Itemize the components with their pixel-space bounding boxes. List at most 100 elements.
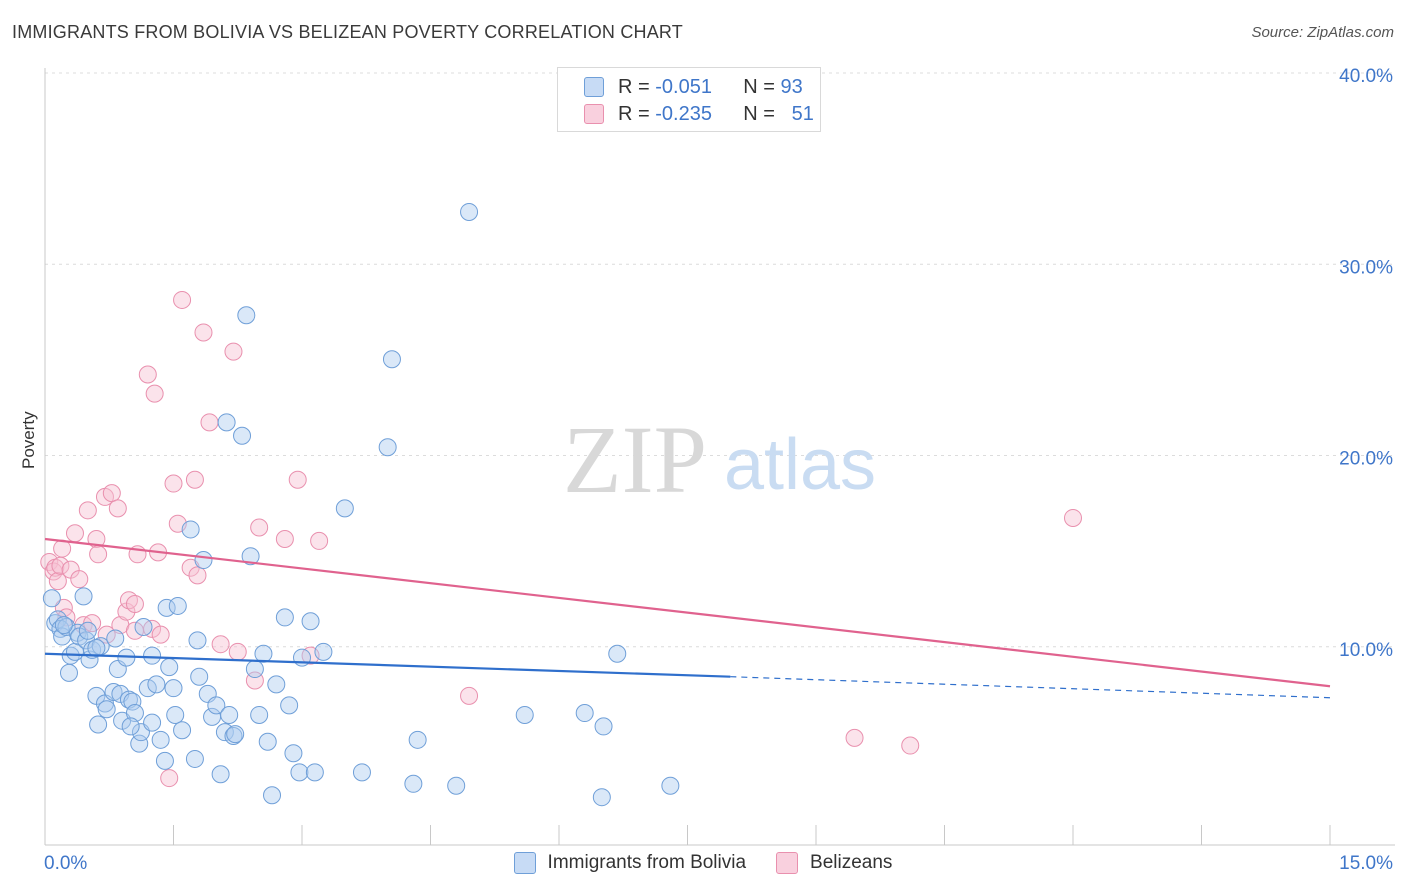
data-point-bolivia — [290, 763, 309, 782]
data-point-belizeans — [288, 470, 307, 489]
data-point-bolivia — [575, 704, 594, 723]
data-point-bolivia — [42, 589, 61, 608]
data-point-bolivia — [211, 765, 230, 784]
legend-n-label: N = — [743, 102, 775, 125]
data-point-belizeans — [138, 365, 157, 384]
data-point-bolivia — [106, 629, 125, 648]
data-point-bolivia — [245, 660, 264, 679]
data-point-belizeans — [224, 342, 243, 361]
stats-legend: R = -0.051 N = 93 R = -0.235 N = 51 — [557, 67, 821, 132]
data-point-belizeans — [901, 736, 920, 755]
data-point-bolivia — [173, 721, 192, 740]
legend-r-value: -0.235 — [655, 102, 712, 125]
data-point-belizeans — [845, 728, 864, 747]
data-point-bolivia — [250, 705, 269, 724]
data-point-bolivia — [220, 705, 239, 724]
data-point-bolivia — [185, 749, 204, 768]
data-point-bolivia — [190, 667, 209, 686]
legend-label: Belizeans — [810, 852, 893, 873]
y-axis-label: Poverty — [19, 411, 38, 469]
legend-swatch-blue — [513, 852, 536, 874]
data-point-bolivia — [594, 717, 613, 736]
legend-row-belizeans: R = -0.235 N = 51 — [584, 101, 814, 127]
data-point-belizeans — [89, 545, 108, 564]
data-point-belizeans — [188, 566, 207, 585]
data-point-bolivia — [166, 705, 185, 724]
legend-row-bolivia: R = -0.051 N = 93 — [584, 74, 803, 100]
data-point-bolivia — [74, 587, 93, 606]
watermark-atlas: atlas — [724, 425, 876, 505]
data-point-belizeans — [70, 570, 89, 589]
data-point-bolivia — [335, 499, 354, 518]
data-point-bolivia — [59, 663, 78, 682]
data-point-bolivia — [404, 774, 423, 793]
data-point-belizeans — [145, 384, 164, 403]
data-point-belizeans — [185, 470, 204, 489]
data-point-bolivia — [254, 644, 273, 663]
data-point-bolivia — [592, 788, 611, 807]
data-point-bolivia — [147, 675, 166, 694]
data-point-bolivia — [181, 520, 200, 539]
data-point-bolivia — [54, 616, 73, 635]
data-point-bolivia — [207, 696, 226, 715]
data-point-belizeans — [460, 686, 479, 705]
axes — [44, 68, 1395, 846]
data-point-bolivia — [217, 413, 236, 432]
data-point-belizeans — [97, 625, 116, 644]
data-point-bolivia — [382, 350, 401, 369]
data-point-belizeans — [250, 518, 269, 537]
data-point-belizeans — [108, 499, 127, 518]
legend-n-value: 51 — [791, 102, 814, 125]
watermark-zip: ZIP — [563, 406, 707, 513]
data-point-belizeans — [173, 290, 192, 309]
chart-title: IMMIGRANTS FROM BOLIVIA VS BELIZEAN POVE… — [12, 22, 683, 42]
data-point-bolivia — [237, 306, 256, 325]
data-point-bolivia — [188, 631, 207, 650]
legend-swatch-blue — [584, 77, 604, 97]
data-point-bolivia — [263, 786, 282, 805]
legend-swatch-pink — [584, 104, 604, 124]
watermark: ZIP atlas — [563, 406, 876, 513]
data-point-bolivia — [233, 426, 252, 445]
y-tick-label: 30.0% — [1339, 257, 1393, 278]
data-point-bolivia — [194, 551, 213, 570]
data-point-bolivia — [143, 646, 162, 665]
data-point-bolivia — [143, 713, 162, 732]
data-point-belizeans — [102, 484, 121, 503]
legend-n-value: 93 — [780, 75, 803, 98]
legend-r-value: -0.051 — [655, 75, 712, 98]
trend-lines — [44, 537, 1331, 699]
trend-line-belizeans — [44, 537, 1331, 688]
data-point-bolivia — [301, 612, 320, 631]
data-point-belizeans — [211, 635, 230, 654]
y-tick-label: 40.0% — [1339, 66, 1393, 87]
data-point-bolivia — [608, 644, 627, 663]
series-legend: Immigrants from Bolivia Belizeans — [0, 852, 1406, 874]
data-point-belizeans — [78, 501, 97, 520]
data-point-belizeans — [194, 323, 213, 342]
data-point-bolivia — [258, 732, 277, 751]
data-point-bolivia — [241, 547, 260, 566]
data-point-bolivia — [155, 751, 174, 770]
data-point-bolivia — [160, 658, 179, 677]
data-point-bolivia — [314, 642, 333, 661]
legend-item-belizeans[interactable]: Belizeans — [776, 852, 892, 874]
data-point-bolivia — [267, 675, 286, 694]
legend-item-bolivia[interactable]: Immigrants from Bolivia — [513, 852, 746, 874]
data-point-bolivia — [515, 705, 534, 724]
data-point-belizeans — [160, 769, 179, 788]
data-point-bolivia — [57, 617, 76, 636]
data-point-bolivia — [305, 763, 324, 782]
data-point-bolivia — [123, 692, 142, 711]
data-point-belizeans — [1064, 508, 1082, 527]
data-point-bolivia — [104, 683, 123, 701]
data-point-bolivia — [447, 776, 466, 795]
data-point-bolivia — [352, 763, 371, 782]
legend-r-label: R = — [618, 75, 650, 98]
trend-line-bolivia-extrapolated — [730, 676, 1331, 699]
trend-line-bolivia — [44, 652, 731, 678]
legend-r-label: R = — [618, 102, 650, 125]
legend-n-label: N = — [743, 75, 775, 98]
data-point-belizeans — [48, 572, 67, 591]
